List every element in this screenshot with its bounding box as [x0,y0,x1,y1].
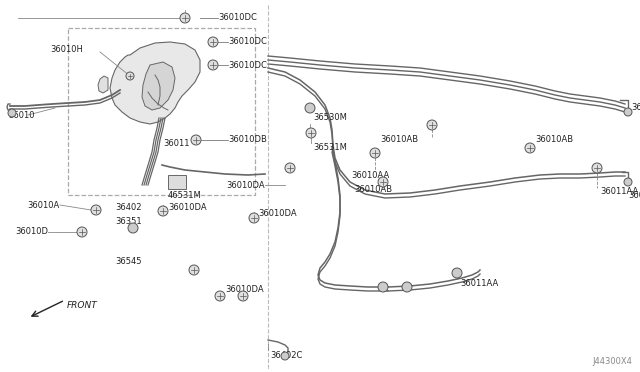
Circle shape [91,205,101,215]
Circle shape [281,352,289,360]
Bar [68,28,255,195]
Circle shape [285,163,295,173]
Text: 36010: 36010 [8,110,35,119]
Polygon shape [98,76,108,93]
Text: J44300X4: J44300X4 [592,357,632,366]
Text: FRONT: FRONT [67,301,98,310]
Circle shape [306,128,316,138]
Text: 36010DC: 36010DC [218,13,257,22]
Bar [168,175,186,189]
Circle shape [592,163,602,173]
Polygon shape [142,62,175,110]
Text: 36545: 36545 [115,257,141,266]
Text: 36011AA: 36011AA [460,279,499,288]
Text: 36402C: 36402C [631,103,640,112]
Text: 36010DC: 36010DC [228,61,267,70]
Circle shape [305,103,315,113]
Text: 36010H: 36010H [50,45,83,55]
Circle shape [215,291,225,301]
Circle shape [126,72,134,80]
Text: 36010DA: 36010DA [225,285,264,295]
Text: 36011AA: 36011AA [600,187,638,196]
Text: 36010AB: 36010AB [354,186,392,195]
Text: 36402C: 36402C [270,350,302,359]
Text: 36010AB: 36010AB [535,135,573,144]
Text: 36530M: 36530M [313,113,347,122]
Circle shape [77,227,87,237]
Circle shape [452,268,462,278]
Text: 36010DA: 36010DA [227,180,265,189]
Circle shape [378,177,388,187]
Circle shape [370,148,380,158]
Circle shape [402,282,412,292]
Circle shape [525,143,535,153]
Text: 36010DA: 36010DA [168,202,207,212]
Circle shape [208,37,218,47]
Circle shape [128,223,138,233]
Text: 36010AB: 36010AB [380,135,418,144]
Text: 36010D: 36010D [15,228,48,237]
Circle shape [158,206,168,216]
Polygon shape [110,42,200,124]
Circle shape [189,265,199,275]
Text: 36531M: 36531M [313,144,347,153]
Text: 36402: 36402 [115,203,141,212]
Circle shape [427,120,437,130]
Text: 36011AA: 36011AA [628,192,640,201]
Circle shape [180,13,190,23]
Text: 36010DA: 36010DA [258,209,296,218]
Text: 36010DC: 36010DC [228,38,267,46]
Text: 36010A: 36010A [28,201,60,209]
Circle shape [238,291,248,301]
Circle shape [208,60,218,70]
Circle shape [624,178,632,186]
Circle shape [378,282,388,292]
Circle shape [8,109,16,117]
Text: 36351: 36351 [115,218,141,227]
Text: 36010AA: 36010AA [352,170,390,180]
Circle shape [249,213,259,223]
Circle shape [624,108,632,116]
Text: 36011: 36011 [163,138,189,148]
Circle shape [191,135,201,145]
Text: 46531M: 46531M [168,190,202,199]
Text: 36010DB: 36010DB [228,135,267,144]
